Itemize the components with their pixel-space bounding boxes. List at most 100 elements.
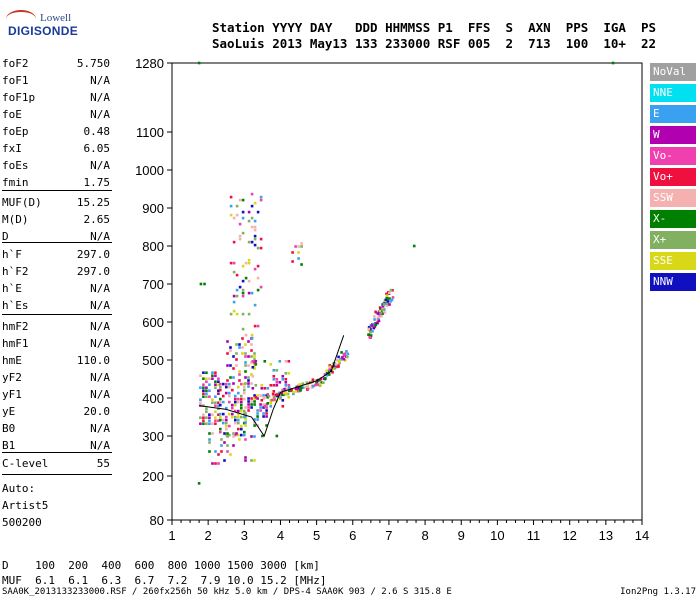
param-row: yF1 N/A — [2, 387, 110, 403]
param-value: 297.0 — [76, 265, 110, 278]
echo-point — [202, 395, 205, 398]
y-tick-label: 800 — [142, 239, 164, 254]
echo-point — [220, 450, 223, 453]
trace-point — [345, 350, 348, 353]
param-value: 0.48 — [83, 125, 111, 138]
echo-point — [259, 237, 263, 241]
trace-point — [317, 383, 320, 386]
echo-point — [234, 397, 237, 401]
param-value: N/A — [90, 230, 110, 243]
echo-point — [269, 402, 273, 405]
echo-point — [244, 382, 247, 385]
echo-point — [241, 337, 244, 340]
echo-point — [222, 394, 225, 398]
echo-point — [225, 427, 228, 431]
echo-point — [243, 430, 246, 434]
legend-entry: NNW — [650, 273, 696, 291]
echo-point — [229, 364, 232, 367]
x-tick-label: 5 — [313, 528, 320, 543]
echo-point — [235, 352, 238, 355]
echo-point — [265, 415, 268, 418]
echo-point — [234, 403, 237, 407]
echo-point — [250, 406, 253, 409]
echo-point — [235, 312, 239, 316]
echo-point — [247, 340, 250, 343]
param-name: foF1p — [2, 91, 36, 104]
echo-point — [226, 432, 229, 435]
trace-point — [390, 298, 394, 302]
legend-entry: NoVal — [650, 63, 696, 81]
echo-point — [231, 415, 234, 419]
param-name: M(D) — [2, 213, 29, 226]
echo-point — [243, 397, 246, 401]
trace-point — [373, 318, 376, 321]
echo-point — [247, 409, 250, 412]
echo-point — [253, 400, 256, 403]
trace-point — [280, 391, 284, 395]
trace-point — [342, 354, 346, 357]
echo-point — [256, 288, 260, 292]
echo-point — [225, 418, 228, 422]
trace-point — [334, 363, 338, 366]
x-tick-label: 12 — [562, 528, 576, 543]
echo-point — [229, 204, 233, 208]
echo-point — [269, 384, 273, 387]
logo-arc-icon — [6, 10, 36, 28]
echo-point — [208, 395, 211, 398]
trace-point — [306, 385, 310, 388]
param-value: 297.0 — [76, 248, 110, 261]
trace-point — [367, 327, 371, 331]
echo-point — [220, 438, 223, 441]
echo-point — [205, 407, 208, 410]
legend-entry: SSE — [650, 252, 696, 270]
echo-point — [259, 394, 262, 397]
echo-point — [217, 462, 220, 465]
echo-point — [208, 413, 211, 416]
param-value: 1.75 — [83, 176, 111, 189]
trace-point — [391, 289, 394, 292]
param-value: 2.65 — [83, 213, 111, 226]
param-name: foEs — [2, 159, 29, 172]
trace-point — [335, 364, 338, 368]
trace-point — [346, 355, 349, 359]
header-row-labels: Station YYYY DAY DDD HHMMSS P1 FFS S AXN… — [212, 20, 657, 35]
echo-point — [229, 453, 232, 456]
trace-point — [326, 370, 330, 373]
echo-point — [234, 433, 237, 437]
trace-point — [315, 383, 318, 386]
param-value: 110.0 — [76, 354, 110, 367]
echo-point — [300, 245, 303, 248]
echo-point — [228, 385, 231, 389]
echo-point — [254, 360, 258, 363]
param-value: N/A — [90, 299, 110, 312]
trace-point — [278, 391, 281, 395]
trace-point — [344, 359, 347, 362]
param-row: foE N/A — [2, 107, 110, 123]
echo-point — [238, 237, 242, 241]
trace-point — [298, 383, 302, 386]
trace-point — [286, 392, 290, 396]
trace-point — [283, 391, 286, 395]
trace-point — [385, 294, 389, 297]
trace-point — [385, 296, 389, 300]
echo-point — [211, 377, 214, 380]
echo-point — [240, 424, 243, 428]
echo-point — [263, 396, 267, 399]
echo-point — [240, 397, 243, 401]
footer-version: Ion2Png 1.3.17 — [620, 587, 696, 597]
echo-point — [287, 360, 291, 363]
echo-point — [211, 462, 214, 465]
echo-point — [300, 242, 303, 245]
param-name: h`F2 — [2, 265, 29, 278]
echo-point — [278, 381, 282, 384]
echo-point — [214, 371, 217, 374]
echo-point — [214, 395, 217, 398]
echo-point — [225, 421, 228, 425]
echo-point — [202, 377, 205, 380]
legend-entry: NNE — [650, 84, 696, 102]
echo-point — [232, 376, 235, 379]
outlier-point — [275, 434, 279, 438]
trace-point — [381, 308, 385, 312]
trace-point — [338, 361, 341, 365]
echo-point — [247, 382, 250, 385]
